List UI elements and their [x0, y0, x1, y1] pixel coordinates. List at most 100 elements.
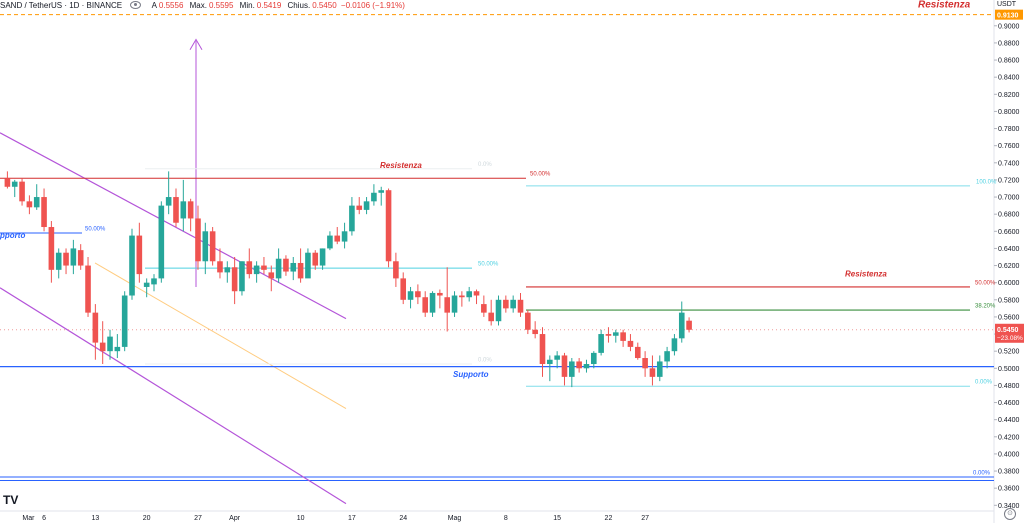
- candle-body: [77, 250, 84, 266]
- candle: [532, 321, 538, 339]
- candle-body: [466, 291, 472, 298]
- candle: [283, 255, 289, 276]
- candle-body: [363, 201, 370, 210]
- candle-body: [48, 227, 55, 270]
- candle: [510, 295, 516, 313]
- candle: [231, 256, 238, 305]
- candle-body: [437, 292, 443, 296]
- fib-faint-label-bottom: 0.0%: [478, 357, 492, 363]
- candle: [275, 248, 282, 283]
- candle-body: [231, 267, 238, 292]
- candle-body: [121, 295, 128, 347]
- fib-50-label-left: 50.00%: [85, 226, 106, 232]
- last-change-tag-text: −23.08%: [997, 335, 1023, 342]
- candle: [459, 291, 465, 307]
- candle: [495, 295, 502, 326]
- candle-body: [583, 364, 590, 369]
- candle-body: [297, 262, 304, 279]
- candle: [620, 329, 626, 347]
- candle-body: [598, 334, 604, 353]
- candle: [583, 359, 590, 373]
- candle: [48, 221, 55, 283]
- y-tick-label: 0.4800: [998, 383, 1020, 390]
- candle-body: [202, 231, 209, 262]
- candle: [202, 222, 209, 275]
- candle-body: [151, 278, 157, 285]
- candle: [33, 184, 40, 210]
- candle-body: [517, 299, 524, 313]
- candle: [165, 171, 172, 215]
- candle-body: [55, 252, 62, 270]
- candle-body: [334, 235, 341, 242]
- candle-body: [671, 338, 678, 352]
- x-tick-label: 10: [297, 515, 305, 522]
- candle: [363, 197, 370, 215]
- projection-arrow-head: [189, 38, 203, 51]
- candle-body: [385, 190, 392, 262]
- top-price-tag-text: 0.9130: [997, 13, 1019, 20]
- x-tick-label: 8: [504, 515, 508, 522]
- candle-body: [400, 278, 407, 300]
- candle: [158, 201, 165, 283]
- x-tick-label: 17: [348, 515, 356, 522]
- candle-body: [612, 332, 619, 336]
- candle-body: [349, 205, 355, 232]
- candle-body: [41, 197, 47, 228]
- candle: [634, 342, 641, 360]
- candle-body: [634, 346, 641, 359]
- visibility-eye-icon[interactable]: [130, 1, 142, 9]
- candle: [77, 244, 84, 270]
- currency-selector-button[interactable]: USDT: [997, 1, 1017, 8]
- candle-body: [488, 312, 494, 322]
- resistance-label-right: Resistenza: [845, 270, 887, 279]
- candle: [466, 286, 472, 302]
- candle: [393, 252, 399, 287]
- candle: [407, 286, 414, 309]
- scale-settings-icon[interactable]: ⊙: [1004, 508, 1016, 520]
- low-label: Min.: [239, 1, 255, 10]
- candle: [290, 256, 297, 281]
- y-tick-label: 0.3800: [998, 469, 1020, 476]
- candle: [11, 179, 18, 198]
- candle: [444, 267, 450, 332]
- candle: [312, 250, 319, 270]
- candle: [525, 310, 531, 335]
- x-tick-label: 20: [143, 515, 151, 522]
- candle-body: [510, 299, 516, 309]
- candle-body: [319, 248, 326, 266]
- y-tick-label: 0.3600: [998, 486, 1020, 493]
- candle-body: [305, 252, 311, 279]
- y-tick-label: 0.6000: [998, 280, 1020, 287]
- y-tick-label: 0.4000: [998, 451, 1020, 458]
- y-tick-label: 0.5800: [998, 297, 1020, 304]
- candle: [334, 227, 341, 245]
- candle: [671, 334, 678, 356]
- candle: [576, 358, 582, 373]
- candle: [415, 284, 421, 305]
- x-tick-label: 13: [91, 515, 99, 522]
- close-label: Chius.: [287, 1, 311, 10]
- last-price-tag: [995, 323, 1024, 343]
- candle: [239, 261, 245, 296]
- candle: [656, 355, 663, 382]
- candle: [627, 334, 634, 352]
- candle-body: [547, 359, 553, 365]
- symbol-title[interactable]: SAND / TetherUS · 1D · BINANCE: [0, 1, 123, 10]
- high-value: 0.5595: [208, 1, 234, 10]
- chart-header: SAND / TetherUS · 1D · BINANCE A 0.5556 M…: [0, 0, 440, 10]
- candle: [678, 301, 685, 343]
- candle-body: [114, 346, 121, 352]
- candle-body: [393, 261, 399, 279]
- candle: [143, 278, 150, 298]
- candle: [488, 299, 494, 326]
- x-tick-label: Mag: [448, 515, 462, 522]
- candle: [327, 231, 333, 251]
- candle-body: [158, 205, 165, 279]
- candle: [591, 351, 597, 369]
- candle-body: [195, 218, 201, 262]
- close-value: 0.5450: [312, 1, 337, 10]
- y-tick-label: 0.9000: [998, 23, 1020, 30]
- open-value: 0.5556: [158, 1, 184, 10]
- candle-body: [217, 261, 223, 273]
